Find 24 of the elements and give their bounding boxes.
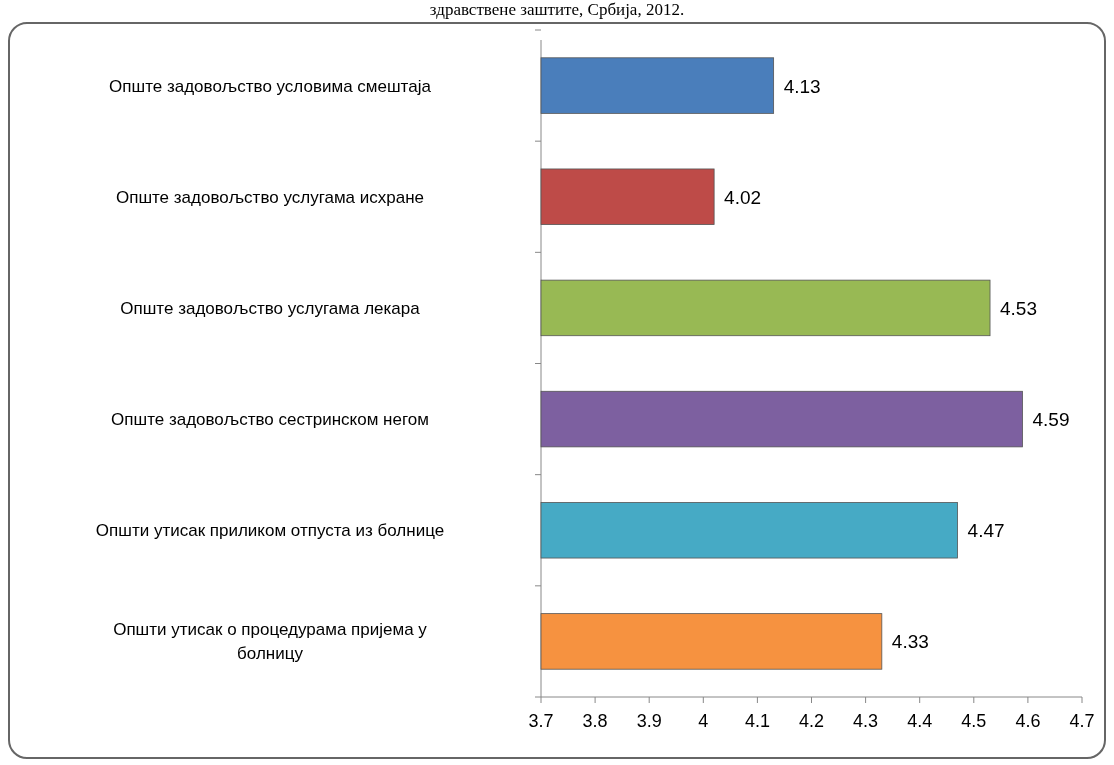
x-tick-label: 4.4: [907, 711, 933, 731]
y-tick-label: Опште задовољство услугама исхране: [115, 187, 425, 207]
x-tick-label: 4.6: [1015, 711, 1041, 731]
x-tick-label: 3.9: [636, 711, 662, 731]
chart-title: здравствене заштите, Србија, 2012.: [429, 0, 685, 19]
x-tick-label: 4.2: [798, 711, 825, 731]
data-label: 4.33: [891, 631, 929, 653]
data-label: 4.02: [724, 186, 762, 208]
y-tick-label: Опште задовољство условима смештаја: [109, 76, 432, 96]
y-tick-label: Опште задовољство услугама лекара: [120, 298, 421, 318]
x-tick-label: 3.7: [528, 711, 554, 731]
x-tick-label: 4.3: [853, 711, 879, 731]
y-tick-label: Општи утисак приликом отпуста из болнице: [95, 521, 445, 541]
y-tick-label: Општи утисак о процедурама пријема у болницу: [113, 620, 428, 664]
x-tick-label: 4.7: [1069, 711, 1095, 731]
data-label: 4.47: [967, 520, 1005, 542]
x-tick-label: 4.5: [961, 711, 987, 731]
x-tick-label: 4: [698, 711, 709, 731]
data-label: 4.13: [783, 75, 821, 97]
y-tick-label: Опште задовољство сестринском негом: [111, 410, 429, 430]
x-tick-label: 4.1: [744, 711, 770, 731]
data-label: 4.59: [1032, 409, 1070, 431]
x-tick-label: 3.8: [582, 711, 608, 731]
data-label: 4.53: [1000, 297, 1038, 319]
